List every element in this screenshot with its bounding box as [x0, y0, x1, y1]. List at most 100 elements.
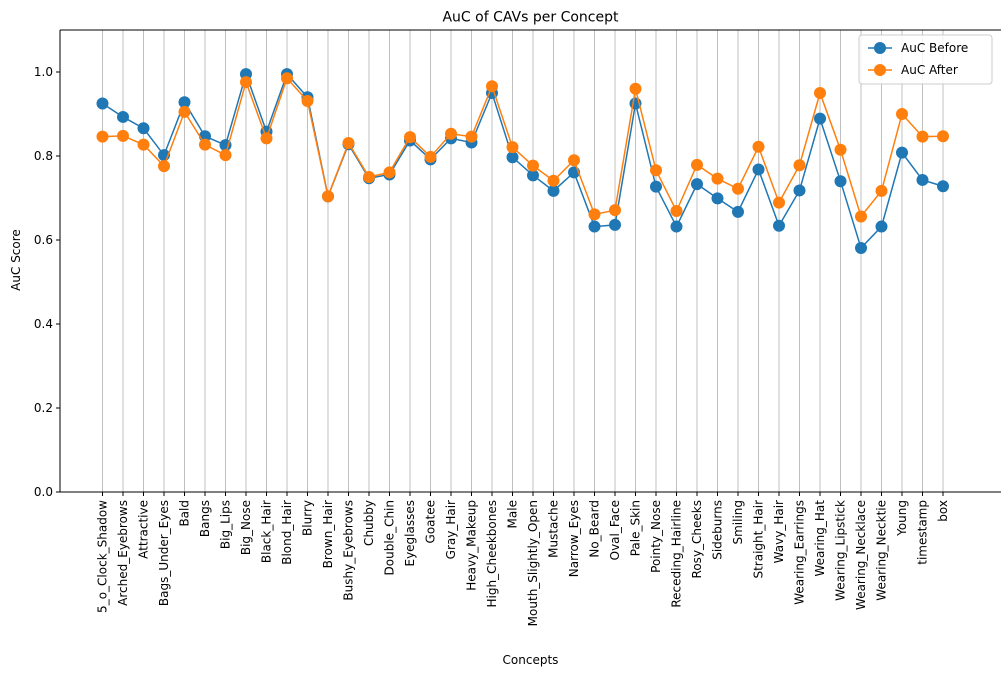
- axes-frame: [59, 29, 1001, 493]
- y-tick-label: 0.0: [34, 485, 53, 499]
- data-point: [547, 184, 560, 197]
- x-tick-label: Wavy_Hair: [772, 500, 786, 563]
- legend-item: AuC After: [868, 63, 958, 77]
- x-tick-label: Wearing_Necklace: [854, 500, 868, 610]
- data-point: [506, 151, 519, 164]
- legend-marker: [874, 42, 886, 54]
- x-tick-label: timestamp: [916, 500, 930, 565]
- data-point: [465, 130, 478, 143]
- x-tick-label: Pointy_Nose: [649, 500, 663, 573]
- x-tick-label: Narrow_Eyes: [567, 500, 581, 577]
- x-tick-label: Mouth_Slightly_Open: [526, 500, 540, 626]
- data-point: [752, 163, 765, 176]
- plot-area: [60, 30, 1001, 492]
- data-point: [363, 171, 375, 183]
- x-tick-label: Oval_Face: [608, 500, 622, 560]
- data-point: [732, 182, 744, 195]
- data-point: [178, 96, 191, 109]
- data-point: [814, 112, 826, 125]
- data-point: [855, 241, 867, 254]
- data-point: [96, 130, 109, 143]
- data-point: [158, 160, 170, 173]
- data-point: [855, 210, 867, 223]
- data-point: [752, 140, 765, 153]
- data-point: [916, 173, 929, 186]
- data-point: [691, 178, 703, 191]
- x-tick-label: Male: [506, 500, 520, 528]
- y-tick-label: 1.0: [34, 65, 53, 79]
- chart-title: AuC of CAVs per Concept: [442, 10, 619, 26]
- data-point: [793, 159, 806, 172]
- x-tick-label: Pale_Skin: [629, 500, 643, 556]
- data-point: [281, 72, 293, 85]
- x-tick-label: Wearing_Hat: [813, 500, 827, 577]
- data-point: [199, 138, 211, 151]
- data-point: [875, 220, 888, 233]
- x-tick-label: Straight_Hair: [752, 500, 766, 579]
- series-line: [102, 76, 944, 219]
- x-tick-label: Mustache: [547, 500, 561, 558]
- x-tick-label: Wearing_Earrings: [793, 500, 807, 605]
- data-point: [137, 122, 150, 135]
- data-point: [117, 110, 129, 123]
- x-tick-label: Smiling: [731, 500, 745, 545]
- x-tick-label: Blond_Hair: [280, 500, 294, 565]
- data-point: [650, 164, 662, 177]
- data-point: [588, 220, 601, 233]
- x-tick-label: Bushy_Eyebrows: [342, 500, 356, 601]
- x-tick-label: Black_Hair: [260, 500, 274, 563]
- data-point: [670, 220, 683, 233]
- x-tick-label: box: [936, 500, 950, 522]
- y-tick-label: 0.6: [34, 233, 53, 247]
- data-point: [588, 208, 601, 221]
- data-point: [137, 138, 150, 151]
- data-point: [404, 131, 416, 144]
- x-tick-label: Bags_Under_Eyes: [157, 500, 171, 606]
- legend-marker: [874, 64, 886, 76]
- data-point: [773, 219, 785, 232]
- x-ticks: 5_o_Clock_Shadow Arched_Eyebrows Attractiv…: [96, 492, 950, 626]
- y-axis-label: AuC Score: [9, 229, 23, 291]
- legend-item: AuC Before: [868, 41, 968, 55]
- data-point: [691, 158, 703, 171]
- data-point: [937, 180, 949, 193]
- data-point: [650, 180, 662, 193]
- data-point: [445, 127, 457, 140]
- data-point: [322, 190, 334, 203]
- x-tick-label: High_Cheekbones: [485, 500, 499, 607]
- x-tick-label: Receding_Hairline: [670, 500, 684, 608]
- data-point: [424, 150, 437, 163]
- x-tick-label: Double_Chin: [383, 500, 397, 575]
- legend: AuC Before AuC After: [858, 34, 993, 85]
- data-point: [260, 132, 273, 145]
- data-point: [486, 80, 498, 93]
- data-point: [773, 196, 785, 209]
- data-point: [814, 87, 826, 99]
- series-after: [96, 72, 949, 223]
- x-tick-label: Eyeglasses: [403, 500, 417, 567]
- x-tick-label: Goatee: [424, 500, 438, 543]
- data-point: [834, 143, 847, 156]
- x-tick-label: Bald: [178, 500, 192, 527]
- data-point: [916, 130, 929, 143]
- data-point: [732, 205, 744, 218]
- x-tick-label: Gray_Hair: [444, 500, 458, 559]
- x-tick-label: Heavy_Makeup: [465, 500, 479, 591]
- x-tick-label: Big_Lips: [219, 500, 233, 549]
- x-tick-label: Attractive: [137, 500, 151, 559]
- data-point: [834, 175, 847, 188]
- data-point: [383, 166, 396, 179]
- legend-label: AuC After: [901, 63, 958, 77]
- legend-box: [858, 34, 993, 85]
- legend-label: AuC Before: [901, 41, 968, 55]
- data-point: [342, 136, 355, 149]
- data-point: [547, 174, 560, 187]
- data-point: [711, 172, 724, 185]
- x-tick-label: Young: [895, 500, 909, 537]
- data-point: [937, 130, 949, 143]
- data-point: [301, 94, 314, 107]
- x-tick-label: Arched_Eyebrows: [116, 500, 130, 606]
- x-tick-label: Sideburns: [711, 500, 725, 560]
